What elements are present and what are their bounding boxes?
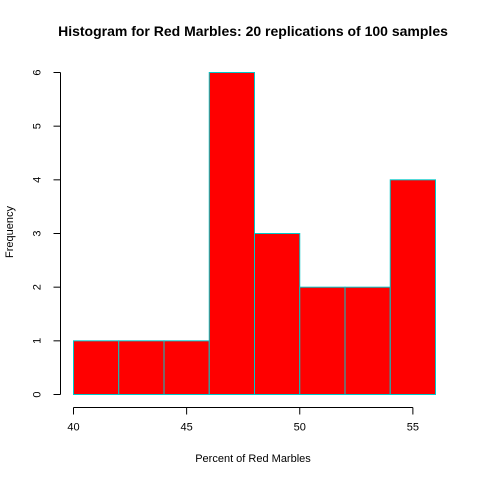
x-tick-label-2: 45 (181, 422, 193, 434)
histogram-bar-1 (73, 340, 120, 396)
x-axis-label: Percent of Red Marbles (195, 453, 311, 465)
y-tick-label-2: 1 (32, 338, 44, 344)
x-tick-label-1: 40 (67, 422, 79, 434)
y-axis-label: Frequency (4, 206, 16, 258)
histogram-bar-2 (118, 340, 165, 396)
histogram-bar-4 (208, 72, 255, 395)
x-tick-label-3: 50 (294, 422, 306, 434)
y-tick-label-6: 5 (32, 123, 44, 129)
histogram-bar-8 (389, 179, 436, 395)
histogram-bar-3 (163, 340, 210, 396)
y-tick-label-4: 3 (32, 230, 44, 236)
y-axis: 0 1 2 3 4 5 6 (32, 69, 61, 398)
y-tick-label-5: 4 (32, 177, 44, 183)
histogram-bar-7 (344, 286, 391, 395)
x-axis: 40 45 50 55 (67, 407, 419, 434)
histogram-bar-5 (254, 233, 301, 395)
y-tick-label-1: 0 (32, 391, 44, 397)
y-tick-label-7: 6 (32, 69, 44, 75)
bars-layer (73, 72, 436, 396)
chart-title: Histogram for Red Marbles: 20 replicatio… (58, 23, 448, 39)
x-tick-label-4: 55 (407, 422, 419, 434)
histogram-bar-6 (299, 286, 346, 395)
y-tick-label-3: 2 (32, 284, 44, 290)
